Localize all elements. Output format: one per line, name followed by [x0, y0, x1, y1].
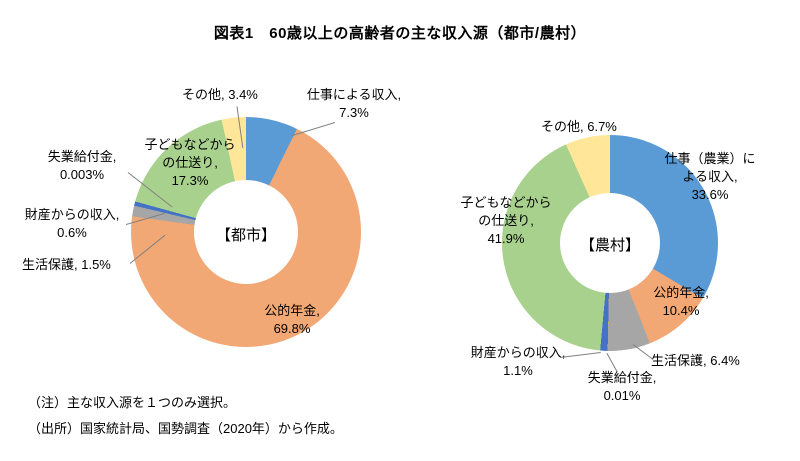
urban-label-child-remittance: 子どもなどから の仕送り, 17.3% [144, 137, 236, 188]
rural-center-label: 【農村】 [579, 237, 640, 254]
urban-label-unemployment-benefit: 失業給付金, 0.003% [47, 149, 117, 182]
rural-label-property-income: 財産からの収入, 1.1% [470, 345, 566, 378]
urban-label-other: その他, 3.4% [182, 87, 258, 102]
urban-label-public-pension: 公的年金, 69.8% [264, 303, 320, 336]
urban-label-welfare: 生活保護, 1.5% [22, 257, 111, 272]
rural-label-welfare: 生活保護, 6.4% [651, 353, 740, 368]
rural-donut-hole [560, 193, 660, 293]
urban-center-label: 【都市】 [215, 227, 276, 244]
urban-label-property-income: 財産からの収入, 0.6% [24, 207, 120, 240]
footnote-source: （出所）国家統計局、国勢調査（2020年）から作成。 [28, 421, 343, 436]
urban-donut-hole [194, 180, 298, 284]
figure-title: 図表1 60歳以上の高齢者の主な収入源（都市/農村） [213, 25, 587, 42]
rural-label-unemployment-benefit: 失業給付金, 0.01% [587, 370, 657, 403]
rural-label-farm-income: 仕事（農業）に よる収入, 33.6% [664, 151, 756, 202]
rural-label-other: その他, 6.7% [541, 119, 617, 134]
rural-label-child-remittance: 子どもなどから の仕送り, 41.9% [460, 195, 552, 246]
footnote-selection: （注）主な収入源を１つのみ選択。 [28, 395, 237, 410]
rural-label-public-pension: 公的年金, 10.4% [653, 285, 709, 318]
urban-label-work-income: 仕事による収入, 7.3% [306, 87, 402, 120]
